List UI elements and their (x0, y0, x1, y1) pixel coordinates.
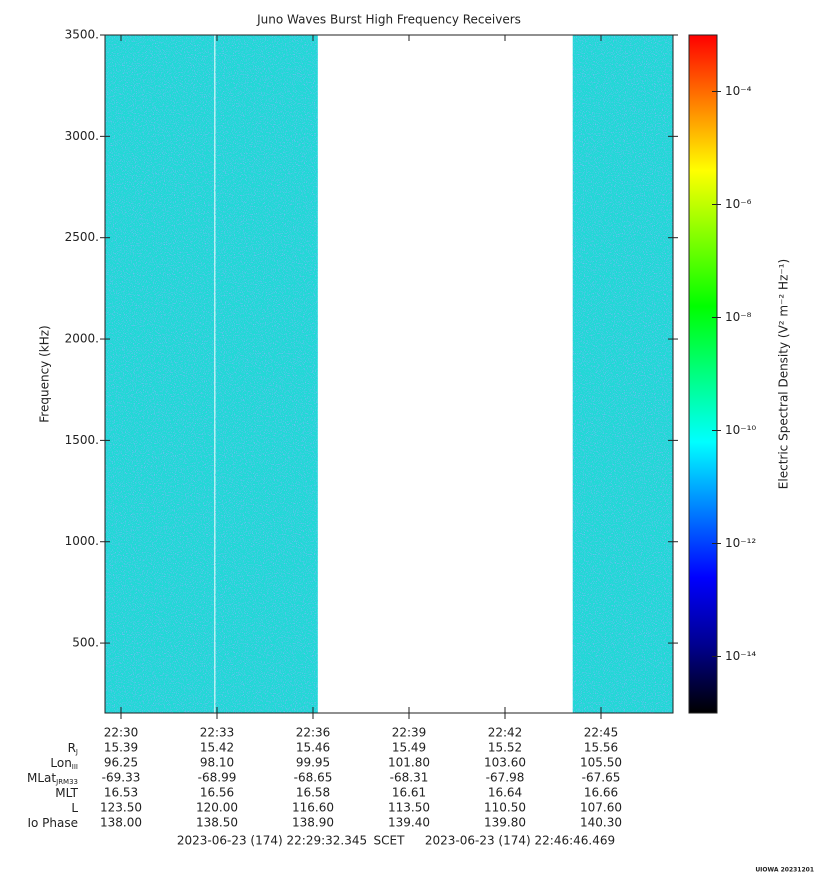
ephemeris-value: -68.99 (198, 771, 237, 785)
plot-frame (104, 34, 674, 714)
segment-texture (572, 35, 673, 713)
ephemeris-value: 15.46 (296, 741, 330, 755)
ephemeris-value: 16.53 (104, 786, 138, 800)
ephemeris-label: RJ (68, 741, 78, 757)
ephemeris-label: Io Phase (27, 816, 78, 830)
x-tick-label: 22:33 (200, 726, 235, 740)
y-tick-label: 2500. (65, 230, 99, 244)
ephemeris-label-sub: JRM33 (55, 778, 78, 786)
chart-title: Juno Waves Burst High Frequency Receiver… (256, 13, 521, 27)
ephemeris-value: 138.90 (292, 816, 334, 830)
y-axis-label: Frequency (kHz) (38, 325, 52, 422)
y-tick-label: 3000. (65, 129, 99, 143)
ephemeris-value: -68.65 (294, 771, 333, 785)
ephemeris-value: 15.52 (488, 741, 522, 755)
ephemeris-value: 120.00 (196, 801, 238, 815)
footer-end: 2023-06-23 (174) 22:46:46.469 (425, 834, 615, 848)
ephemeris-label-text: MLat (27, 771, 56, 785)
ephemeris-label-text: R (68, 741, 76, 755)
ephemeris-value: 15.56 (584, 741, 618, 755)
ephemeris-value: 16.64 (488, 786, 522, 800)
ephemeris-value: 107.60 (580, 801, 622, 815)
colorbar-tick-label: 10⁻¹⁰ (725, 423, 756, 437)
y-tick-label: 500. (72, 636, 99, 650)
ephemeris-label: MLatJRM33 (27, 771, 78, 787)
colorbar (688, 34, 718, 714)
y-tick-label: 3500. (65, 28, 99, 42)
footer-frame: SCET (374, 834, 406, 848)
colorbar-tick-label: 10⁻⁴ (725, 84, 752, 98)
ephemeris-value: -68.31 (390, 771, 429, 785)
ephemeris-label-sub: J (75, 748, 78, 756)
colorbar-tick-label: 10⁻¹⁴ (725, 649, 756, 663)
x-tick-label: 22:45 (584, 726, 619, 740)
ephemeris-value: 15.42 (200, 741, 234, 755)
ephemeris-value: -67.65 (582, 771, 621, 785)
x-tick-label: 22:30 (104, 726, 139, 740)
footer-start: 2023-06-23 (174) 22:29:32.345 (177, 834, 367, 848)
y-tick-label: 1000. (65, 534, 99, 548)
ephemeris-value: 105.50 (580, 756, 622, 770)
colorbar-tick-label: 10⁻⁸ (725, 310, 752, 324)
credit: UIOWA 20231201 (755, 867, 814, 874)
ephemeris-value: 15.49 (392, 741, 426, 755)
ephemeris-label: LonIII (50, 756, 78, 772)
ephemeris-value: 140.30 (580, 816, 622, 830)
ephemeris-label: MLT (55, 786, 78, 800)
ephemeris-value: 138.00 (100, 816, 142, 830)
ephemeris-value: 139.80 (484, 816, 526, 830)
ephemeris-label: L (71, 801, 78, 815)
y-tick-label: 2000. (65, 332, 99, 346)
ephemeris-value: 113.50 (388, 801, 430, 815)
x-tick-label: 22:36 (296, 726, 331, 740)
ephemeris-value: 15.39 (104, 741, 138, 755)
ephemeris-value: 116.60 (292, 801, 334, 815)
ephemeris-value: -69.33 (102, 771, 141, 785)
ephemeris-value: 138.50 (196, 816, 238, 830)
segment-texture (215, 35, 318, 713)
ephemeris-value: 123.50 (100, 801, 142, 815)
segment-texture (105, 35, 215, 713)
ephemeris-label-text: Io Phase (27, 816, 78, 830)
ephemeris-value: 99.95 (296, 756, 330, 770)
ephemeris-label-text: Lon (50, 756, 71, 770)
ephemeris-label-text: L (71, 801, 78, 815)
ephemeris-value: 98.10 (200, 756, 234, 770)
ephemeris-value: -67.98 (486, 771, 525, 785)
ephemeris-value: 96.25 (104, 756, 138, 770)
ephemeris-value: 103.60 (484, 756, 526, 770)
ephemeris-value: 16.58 (296, 786, 330, 800)
colorbar-tick-label: 10⁻⁶ (725, 197, 752, 211)
y-tick-label: 1500. (65, 433, 99, 447)
colorbar-tick-label: 10⁻¹² (725, 536, 756, 550)
ephemeris-value: 110.50 (484, 801, 526, 815)
ephemeris-value: 16.66 (584, 786, 618, 800)
ephemeris-value: 16.61 (392, 786, 426, 800)
ephemeris-value: 139.40 (388, 816, 430, 830)
x-tick-label: 22:39 (392, 726, 427, 740)
ephemeris-value: 101.80 (388, 756, 430, 770)
ephemeris-label-sub: III (72, 763, 78, 771)
ephemeris-value: 16.56 (200, 786, 234, 800)
ephemeris-label-text: MLT (55, 786, 78, 800)
colorbar-label: Electric Spectral Density (V² m⁻² Hz⁻¹) (777, 259, 791, 489)
x-tick-label: 22:42 (488, 726, 523, 740)
